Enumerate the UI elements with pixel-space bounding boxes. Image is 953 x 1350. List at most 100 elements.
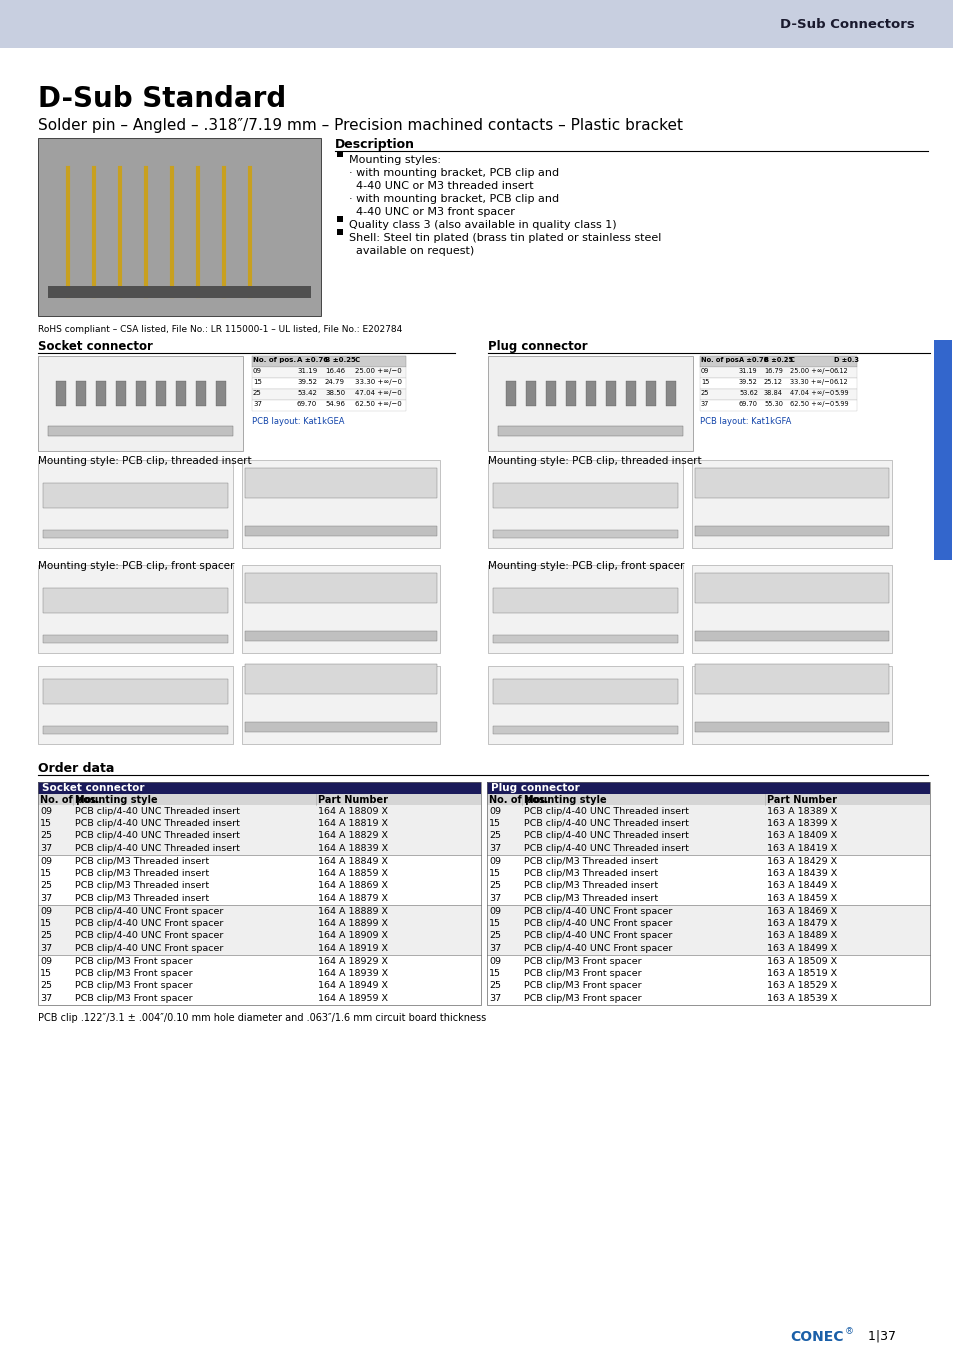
Bar [252,378,406,389]
Text: 31.19: 31.19 [739,369,757,374]
Text: 163 A 18509 X: 163 A 18509 X [766,957,836,965]
Bar [493,531,678,539]
Text: 33.30 +∞/−0: 33.30 +∞/−0 [355,379,401,385]
Text: Mounting style: PCB clip, threaded insert: Mounting style: PCB clip, threaded inser… [488,456,700,466]
Text: PCB clip/4-40 UNC Threaded insert: PCB clip/4-40 UNC Threaded insert [523,806,688,815]
Bar [645,381,656,406]
Text: 37: 37 [40,994,52,1003]
Bar [486,782,929,794]
Text: 25: 25 [40,832,52,841]
Text: PCB clip .122″/3.1 ± .004″/0.10 mm hole diameter and .063″/1.6 mm circuit board : PCB clip .122″/3.1 ± .004″/0.10 mm hole … [38,1012,486,1023]
Bar [215,381,226,406]
Text: 31.19: 31.19 [296,369,317,374]
Text: 25: 25 [489,832,500,841]
Text: 09: 09 [489,856,500,865]
Text: PCB clip/4-40 UNC Front spacer: PCB clip/4-40 UNC Front spacer [75,919,223,927]
Bar [486,782,929,1004]
Bar [96,381,106,406]
Text: 55.30: 55.30 [763,401,782,406]
Text: 164 A 18919 X: 164 A 18919 X [317,944,388,953]
Text: PCB clip/M3 Front spacer: PCB clip/M3 Front spacer [75,969,193,977]
Text: PCB clip/4-40 UNC Front spacer: PCB clip/4-40 UNC Front spacer [75,906,223,915]
Bar [700,400,856,410]
Text: D-Sub Standard: D-Sub Standard [38,85,286,113]
Text: B ±0.25: B ±0.25 [325,356,355,363]
Bar [505,381,516,406]
Bar [695,526,888,536]
Text: 164 A 18829 X: 164 A 18829 X [317,832,388,841]
Text: 163 A 18429 X: 163 A 18429 X [766,856,836,865]
Bar [175,381,186,406]
Bar [38,818,480,830]
Bar [525,381,536,406]
Text: 39.52: 39.52 [296,379,316,385]
Text: 15: 15 [489,919,500,927]
Text: PCB clip/M3 Front spacer: PCB clip/M3 Front spacer [523,969,641,977]
Bar [695,722,888,732]
Text: Description: Description [335,138,415,151]
Bar [486,992,929,1004]
Text: Plug connector: Plug connector [491,783,579,792]
Bar [38,794,480,805]
Bar [695,468,888,498]
Bar [585,381,596,406]
Bar [242,666,439,744]
Bar [493,634,678,643]
Bar [605,381,616,406]
Text: PCB clip/4-40 UNC Front spacer: PCB clip/4-40 UNC Front spacer [523,944,672,953]
Text: PCB clip/4-40 UNC Front spacer: PCB clip/4-40 UNC Front spacer [523,931,672,941]
Bar [156,381,166,406]
Text: 15: 15 [40,819,52,828]
Text: Part Number: Part Number [766,795,836,805]
Text: 164 A 18929 X: 164 A 18929 X [317,957,388,965]
Bar [493,679,678,703]
Bar [38,805,480,818]
Text: 25.00 +∞/−0: 25.00 +∞/−0 [355,369,401,374]
Bar [493,726,678,734]
Bar [488,666,682,744]
Text: 09: 09 [40,906,52,915]
Bar [38,918,480,930]
Bar [43,634,228,643]
Text: PCB clip/M3 Threaded insert: PCB clip/M3 Threaded insert [75,869,209,878]
Text: Plug connector: Plug connector [488,340,587,352]
Text: RoHS compliant – CSA listed, File No.: LR 115000-1 – UL listed, File No.: E20278: RoHS compliant – CSA listed, File No.: L… [38,325,402,333]
Bar [38,855,480,868]
Text: 33.30 +∞/−0: 33.30 +∞/−0 [789,379,833,385]
Bar [43,589,228,613]
Text: Mounting styles:: Mounting styles: [349,155,440,165]
Bar [38,842,480,855]
Text: CONEC: CONEC [789,1330,842,1345]
Bar [43,531,228,539]
Bar [38,868,480,880]
Text: 37: 37 [40,844,52,853]
Bar [38,904,480,918]
Text: PCB clip/M3 Threaded insert: PCB clip/M3 Threaded insert [75,894,209,903]
Text: PCB clip/4-40 UNC Threaded insert: PCB clip/4-40 UNC Threaded insert [75,819,239,828]
Text: 53.62: 53.62 [739,390,758,396]
Text: PCB clip/M3 Front spacer: PCB clip/M3 Front spacer [523,981,641,991]
Text: PCB clip/M3 Front spacer: PCB clip/M3 Front spacer [523,994,641,1003]
Text: PCB clip/4-40 UNC Threaded insert: PCB clip/4-40 UNC Threaded insert [75,832,239,841]
Bar [242,460,439,548]
Text: 164 A 18819 X: 164 A 18819 X [317,819,388,828]
Text: 164 A 18809 X: 164 A 18809 X [317,806,388,815]
Text: 5.99: 5.99 [833,401,848,406]
Text: 163 A 18539 X: 163 A 18539 X [766,994,837,1003]
Text: Socket connector: Socket connector [42,783,144,792]
Text: 09: 09 [40,957,52,965]
Text: 1|37: 1|37 [859,1330,895,1343]
Bar [38,980,480,992]
Bar [493,589,678,613]
Bar [38,782,480,794]
Text: PCB clip/M3 Threaded insert: PCB clip/M3 Threaded insert [75,882,209,891]
Text: 164 A 18949 X: 164 A 18949 X [317,981,388,991]
Text: 25: 25 [489,931,500,941]
Text: 39.52: 39.52 [739,379,757,385]
Text: 163 A 18529 X: 163 A 18529 X [766,981,836,991]
Bar [700,356,856,367]
Text: 62.50 +∞/−0: 62.50 +∞/−0 [355,401,401,406]
Text: PCB clip/4-40 UNC Threaded insert: PCB clip/4-40 UNC Threaded insert [523,819,688,828]
Bar [38,666,233,744]
Bar [488,356,692,451]
